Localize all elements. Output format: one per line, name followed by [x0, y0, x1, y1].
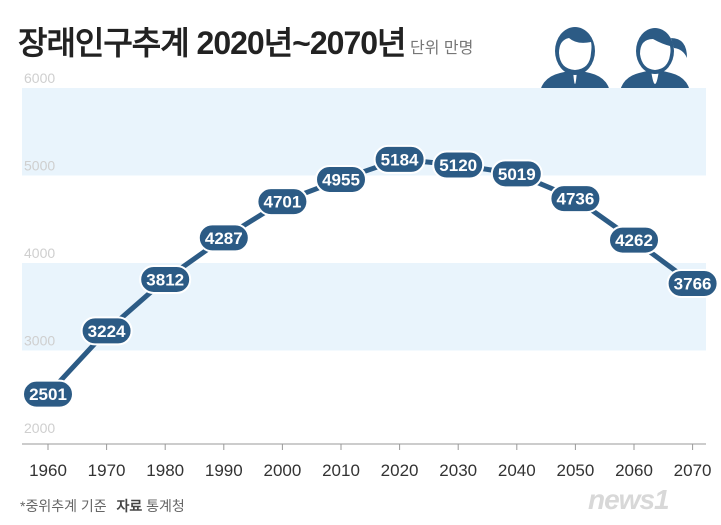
unit-label: 단위 만명 — [410, 40, 474, 57]
x-tick-label: 1960 — [29, 461, 67, 480]
data-label: 5019 — [498, 165, 536, 184]
data-point: 4955 — [315, 164, 367, 194]
y-tick-label: 4000 — [24, 245, 55, 261]
data-label-bg — [373, 144, 426, 174]
data-label: 4736 — [556, 190, 594, 209]
news1-logo: news1 — [588, 484, 670, 515]
source-label: 자료 — [116, 498, 143, 514]
data-label-bg — [608, 225, 660, 255]
data-label: 3812 — [146, 270, 184, 289]
data-label-bg — [256, 187, 309, 217]
band-1 — [22, 88, 706, 176]
x-tick-label: 1970 — [88, 461, 126, 480]
x-tick-label: 2070 — [674, 461, 712, 480]
data-label: 4287 — [205, 229, 243, 248]
data-point: 5120 — [432, 150, 485, 180]
x-tick-label: 2000 — [263, 461, 301, 480]
x-axis: 1960 1970 1980 1990 2000 2010 2020 2030 2040 2050… — [22, 443, 712, 480]
data-label: 4262 — [615, 231, 653, 250]
data-label-bg — [315, 164, 367, 194]
data-point: 5184 — [373, 144, 426, 174]
x-tick-label: 2040 — [498, 461, 536, 480]
data-label-bg — [666, 268, 719, 298]
y-tick-label: 2000 — [24, 420, 55, 436]
data-label: 5184 — [381, 150, 419, 169]
y-axis: 2000 3000 4000 5000 6000 — [24, 70, 55, 436]
data-label: 4955 — [322, 170, 360, 189]
data-label-bg — [490, 159, 543, 189]
data-point: 3766 — [666, 268, 719, 298]
data-label: 5120 — [439, 156, 477, 175]
x-tick-label: 1990 — [205, 461, 243, 480]
data-point: 5019 — [490, 159, 543, 189]
data-point: 3812 — [139, 264, 192, 294]
footnote-text: *중위추계 기준 — [20, 498, 107, 514]
y-tick-label: 3000 — [24, 333, 55, 349]
footnote: *중위추계 기준 자료 통계청 — [20, 496, 185, 516]
source-text: 통계청 — [146, 498, 185, 514]
data-label-bg — [80, 316, 133, 346]
y-tick-label: 5000 — [24, 158, 55, 174]
x-tick-label: 2050 — [556, 461, 594, 480]
data-label-bg — [549, 184, 602, 214]
x-tick-label: 1980 — [146, 461, 184, 480]
data-label: 3766 — [674, 274, 712, 293]
data-point: 4736 — [549, 184, 602, 214]
data-point: 4262 — [608, 225, 660, 255]
data-point: 4287 — [197, 223, 250, 253]
data-label-bg — [22, 379, 74, 409]
x-tick-label: 2060 — [615, 461, 653, 480]
data-label-bg — [197, 223, 250, 253]
data-label-bg — [139, 264, 192, 294]
x-tick-label: 2020 — [381, 461, 419, 480]
chart-title: 장래인구추계 2020년~2070년 — [18, 25, 406, 61]
x-tick-label: 2030 — [439, 461, 477, 480]
y-tick-label: 6000 — [24, 70, 55, 86]
data-label: 3224 — [88, 322, 126, 341]
data-label: 2501 — [29, 385, 67, 404]
x-tick-label: 2010 — [322, 461, 360, 480]
data-point: 4701 — [256, 187, 309, 217]
data-point: 2501 — [22, 379, 74, 409]
data-label-bg — [432, 150, 485, 180]
data-label: 4701 — [263, 193, 301, 212]
data-point: 3224 — [80, 316, 133, 346]
population-series: 2501 3224 3812 4287 4701 4955 5184 5120 5019 4736… — [22, 144, 719, 409]
